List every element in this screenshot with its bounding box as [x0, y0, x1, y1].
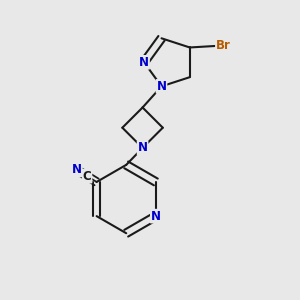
Text: N: N — [157, 80, 166, 93]
Text: C: C — [83, 169, 92, 183]
Text: N: N — [139, 56, 149, 69]
Text: Br: Br — [216, 40, 231, 52]
Text: N: N — [151, 210, 161, 223]
Text: N: N — [72, 164, 82, 176]
Text: N: N — [138, 141, 148, 154]
